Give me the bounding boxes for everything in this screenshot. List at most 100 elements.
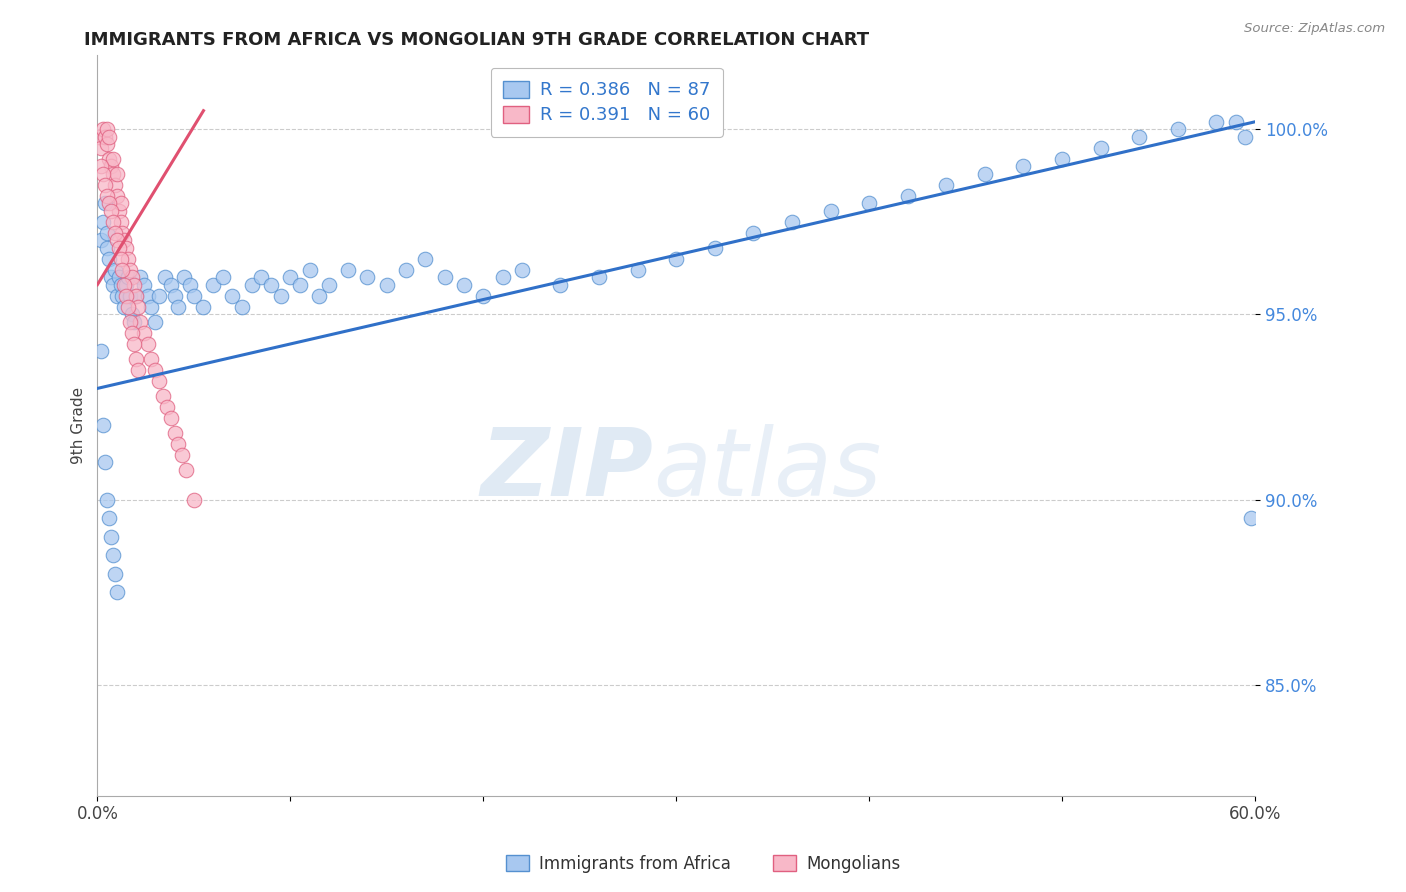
Point (337, 263, 360, 277)
Point (100, 270, 122, 285)
Point (101, 215, 124, 229)
Point (105, 289, 128, 303)
Point (110, 252, 132, 266)
Point (1205, 115, 1227, 129)
Point (159, 411, 181, 425)
Point (104, 226, 127, 240)
Point (112, 233, 135, 247)
Point (626, 263, 648, 277)
Point (117, 252, 139, 266)
Point (550, 277, 572, 292)
Point (148, 374, 170, 388)
Point (125, 289, 148, 303)
Point (96, 136, 118, 151)
Point (128, 315, 150, 329)
Point (91, 418, 114, 433)
Point (96, 492, 118, 507)
Point (97, 511, 120, 525)
Point (111, 226, 134, 240)
Point (318, 277, 340, 292)
Point (120, 315, 142, 329)
Point (453, 277, 475, 292)
Legend: Immigrants from Africa, Mongolians: Immigrants from Africa, Mongolians (499, 848, 907, 880)
Point (1090, 141, 1112, 155)
Point (90, 233, 112, 247)
Point (120, 289, 142, 303)
Point (97, 129, 120, 144)
Point (94, 455, 117, 469)
Point (101, 277, 124, 292)
Point (897, 189, 920, 203)
Point (588, 270, 610, 285)
Point (104, 263, 127, 277)
Point (270, 289, 292, 303)
Point (1050, 152, 1073, 166)
Point (153, 270, 176, 285)
Point (742, 226, 765, 240)
Point (202, 277, 225, 292)
Point (122, 277, 145, 292)
Point (491, 270, 513, 285)
Point (90, 344, 112, 359)
Point (105, 189, 128, 203)
Point (141, 300, 163, 314)
Point (105, 233, 128, 247)
Point (110, 215, 132, 229)
Point (122, 337, 145, 351)
Point (143, 315, 166, 329)
Point (173, 270, 195, 285)
Point (174, 463, 197, 477)
Point (211, 270, 233, 285)
Point (820, 203, 842, 218)
Point (89, 129, 111, 144)
Point (104, 178, 127, 192)
Point (128, 270, 150, 285)
Point (91, 167, 114, 181)
Point (112, 300, 135, 314)
Text: IMMIGRANTS FROM AFRICA VS MONGOLIAN 9TH GRADE CORRELATION CHART: IMMIGRANTS FROM AFRICA VS MONGOLIAN 9TH … (84, 31, 869, 49)
Text: ZIP: ZIP (481, 424, 652, 516)
Point (973, 167, 995, 181)
Point (115, 241, 138, 255)
Point (115, 277, 138, 292)
Point (107, 203, 129, 218)
Text: atlas: atlas (652, 425, 882, 516)
Point (183, 289, 205, 303)
Point (167, 300, 190, 314)
Point (858, 196, 880, 211)
Point (136, 289, 159, 303)
Point (127, 300, 149, 314)
Point (1240, 511, 1263, 525)
Point (111, 289, 134, 303)
Point (308, 289, 330, 303)
Point (132, 277, 155, 292)
Point (260, 277, 283, 292)
Point (115, 289, 138, 303)
Point (250, 270, 273, 285)
Point (152, 389, 174, 403)
Point (179, 277, 201, 292)
Legend: R = 0.386   N = 87, R = 0.391   N = 60: R = 0.386 N = 87, R = 0.391 N = 60 (491, 68, 723, 137)
Point (136, 337, 159, 351)
Point (100, 203, 122, 218)
Point (703, 241, 725, 255)
Point (122, 315, 145, 329)
Point (125, 351, 148, 366)
Point (148, 289, 170, 303)
Point (112, 277, 135, 292)
Point (665, 252, 688, 266)
Point (510, 263, 533, 277)
Point (90, 159, 112, 173)
Point (97, 152, 120, 166)
Point (94, 178, 117, 192)
Point (298, 263, 321, 277)
Point (100, 159, 122, 173)
Point (101, 152, 124, 166)
Point (121, 307, 143, 321)
Y-axis label: 9th Grade: 9th Grade (72, 387, 86, 464)
Point (101, 548, 124, 562)
Point (105, 167, 128, 181)
Point (163, 425, 186, 440)
Point (120, 263, 142, 277)
Point (117, 300, 139, 314)
